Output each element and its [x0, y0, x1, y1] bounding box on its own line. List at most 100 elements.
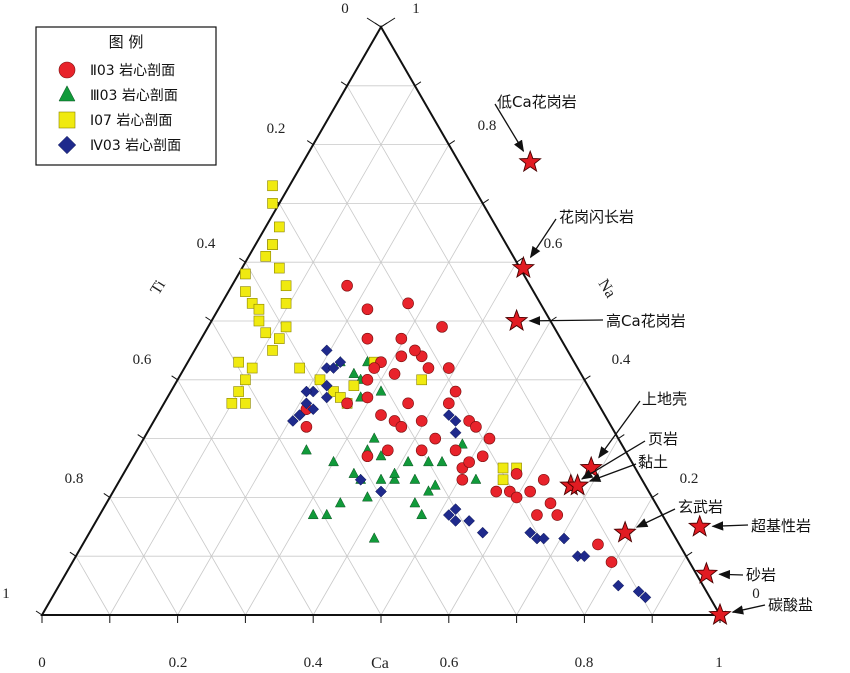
data-point-iv03 — [463, 515, 475, 527]
tick-mark — [35, 610, 43, 616]
legend-label: Ⅰ07 岩心剖面 — [90, 113, 172, 129]
bottom-tick-label: 0.6 — [440, 655, 459, 671]
data-point-iv03 — [300, 385, 313, 398]
data-point-iv03 — [639, 591, 652, 604]
data-point-i07 — [280, 298, 292, 309]
reference-star — [565, 473, 590, 496]
grid-line — [245, 203, 484, 616]
tick-mark — [69, 551, 77, 557]
data-point-iv03 — [320, 391, 333, 404]
left-tick-label: 0.6 — [133, 352, 152, 368]
legend-title: 图 例 — [109, 33, 144, 51]
data-point-i07 — [328, 386, 339, 397]
axis-title-ti: Ti — [147, 277, 169, 298]
data-point-i07 — [416, 374, 427, 386]
data-point-i07 — [260, 251, 272, 262]
legend-marker — [58, 61, 76, 79]
data-point-ii03 — [449, 444, 462, 457]
annotation-arrow — [588, 463, 637, 482]
data-point-ii03 — [442, 362, 455, 374]
data-point-ii03 — [592, 538, 604, 551]
data-point-i07 — [273, 262, 285, 274]
data-point-iii03 — [307, 508, 319, 520]
data-point-ii03 — [409, 344, 421, 357]
data-point-i07 — [280, 280, 292, 292]
data-point-iii03 — [470, 473, 482, 484]
axis-title-ca: Ca — [371, 655, 389, 672]
data-point-ii03 — [524, 485, 536, 498]
tick-mark — [584, 375, 591, 381]
data-point-i07 — [497, 474, 509, 486]
ref-label: 花岗闪长岩 — [559, 208, 634, 226]
legend: 图 例 Ⅱ03 岩心剖面 Ⅲ03 岩心剖面 Ⅰ07 岩心剖面 Ⅳ03 岩心剖面 — [35, 26, 217, 166]
right-end-label: 1 — [412, 1, 420, 17]
data-point-iv03 — [612, 579, 625, 592]
data-point-ii03 — [476, 450, 489, 463]
legend-marker — [57, 135, 77, 155]
data-point-i07 — [246, 362, 258, 374]
data-point-ii03 — [551, 509, 564, 521]
data-point-i07 — [335, 392, 346, 403]
ref-label: 低Ca花岗岩 — [497, 93, 577, 111]
grid-line — [75, 556, 111, 616]
reference-markers — [494, 103, 766, 625]
annotation-arrow — [731, 604, 766, 615]
data-point-i07 — [267, 345, 278, 356]
data-point-iv03 — [442, 409, 455, 421]
reference-star — [504, 308, 529, 331]
annotation-arrow — [635, 508, 676, 528]
data-point-iv03 — [632, 585, 645, 598]
data-point-ii03 — [490, 485, 503, 498]
data-point-iv03 — [449, 426, 462, 439]
data-point-ii03 — [415, 444, 428, 457]
data-point-i07 — [497, 462, 509, 474]
data-point-ii03 — [470, 421, 482, 433]
data-point-iv03 — [449, 415, 462, 427]
grid-line — [651, 556, 687, 616]
grid-line — [109, 85, 416, 616]
ref-label: 砂岩 — [746, 566, 776, 584]
reference-star — [694, 561, 719, 584]
data-point-i07 — [273, 333, 285, 344]
data-point-i07 — [233, 386, 244, 397]
data-point-iii03 — [409, 496, 421, 508]
data-point-i07 — [253, 303, 265, 315]
ref-label: 玄武岩 — [678, 498, 723, 516]
data-point-ii03 — [429, 432, 442, 445]
data-point-iii03 — [348, 367, 360, 378]
data-point-iii03 — [348, 467, 360, 478]
tick-mark — [516, 257, 523, 263]
ref-label: 超基性岩 — [751, 517, 811, 535]
data-point-iii03 — [362, 491, 373, 502]
annotation-arrow — [598, 400, 641, 459]
data-point-ii03 — [341, 397, 353, 410]
data-point-i07 — [314, 374, 326, 386]
data-point-iv03 — [307, 403, 320, 416]
data-point-iii03 — [301, 444, 312, 455]
data-point-iii03 — [429, 479, 441, 490]
ref-label: 碳酸盐 — [768, 596, 813, 614]
data-point-i07 — [348, 380, 360, 391]
bottom-tick-label: 1 — [715, 655, 723, 671]
data-point-iv03 — [524, 526, 537, 539]
axis-title-na: Na — [595, 276, 619, 301]
data-point-iv03 — [476, 526, 489, 539]
data-point-i07 — [226, 398, 238, 409]
data-point-iv03 — [442, 509, 455, 521]
ref-label: 上地壳 — [642, 390, 687, 408]
reference-star — [518, 149, 542, 173]
data-point-ii03 — [361, 391, 374, 404]
tick-mark — [239, 257, 246, 263]
right-tick-label: 0.2 — [680, 471, 699, 487]
grid-line — [109, 497, 178, 616]
data-point-iii03 — [402, 455, 414, 467]
data-point-i07 — [240, 398, 251, 409]
data-point-ii03 — [402, 397, 414, 410]
data-point-i07 — [253, 315, 265, 327]
data-point-ii03 — [544, 497, 557, 510]
annotation-arrow — [529, 218, 557, 259]
data-point-iv03 — [375, 485, 387, 498]
grid-line — [211, 320, 382, 616]
data-point-ii03 — [537, 473, 550, 486]
